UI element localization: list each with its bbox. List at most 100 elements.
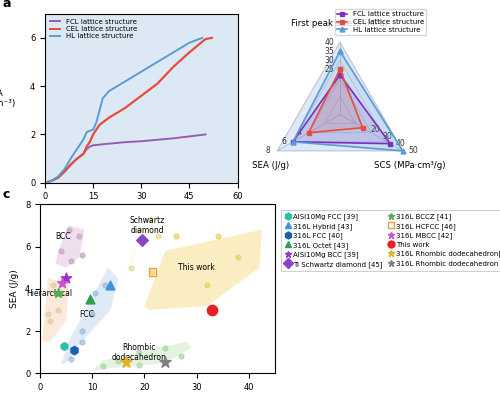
Point [146,216,154,222]
Polygon shape [61,268,118,365]
Line: CEL lattice structure: CEL lattice structure [45,38,212,183]
Point [75,233,83,239]
Point [234,254,242,260]
Point [54,290,62,296]
Point [68,258,76,264]
Legend: AlSi10Mg FCC [39], 316L Hybrid [43], 316L FCC [40], 316L Octet [43], AlSi10Mg BC: AlSi10Mg FCC [39], 316L Hybrid [43], 316… [281,210,500,271]
CEL lattice structure [106,115,112,120]
Line: FCL lattice structure: FCL lattice structure [45,134,205,183]
HL lattice structure [68,156,73,161]
FCL lattice structure [74,156,80,161]
Point [78,252,86,258]
Point [203,281,211,288]
Point [62,275,70,281]
Polygon shape [293,75,390,144]
Point [58,279,66,286]
Point [78,328,86,334]
CEL lattice structure [138,94,144,98]
Point [60,343,68,349]
FCL lattice structure [96,142,102,147]
CEL lattice structure [154,81,160,86]
HL lattice structure [138,69,144,74]
Point [88,311,96,318]
Polygon shape [293,51,403,151]
HL lattice structure [74,147,80,151]
Text: SEA (J/g): SEA (J/g) [252,161,289,170]
HL lattice structure [42,180,48,185]
Point [162,345,170,351]
FCL lattice structure [55,176,61,180]
Text: 8: 8 [266,147,270,155]
Text: This work: This work [178,263,215,272]
HL lattice structure [61,167,67,172]
CEL lattice structure [74,156,80,161]
CEL lattice structure [90,132,96,137]
HL lattice structure [80,137,86,141]
CEL lattice structure [84,144,89,149]
HL lattice structure [96,108,102,113]
Text: 4: 4 [297,128,302,137]
Point [46,318,54,324]
HL lattice structure [199,35,205,40]
HL lattice structure [154,60,160,64]
FCL lattice structure [202,132,208,137]
FCL lattice structure [84,147,89,151]
FCL lattice structure [122,140,128,145]
Text: 6: 6 [281,137,286,146]
Point [154,233,162,239]
CEL lattice structure [96,123,102,127]
FCL lattice structure [106,141,112,146]
Point [57,248,65,254]
Point [70,347,78,353]
Polygon shape [56,226,84,268]
Text: 25: 25 [324,65,334,74]
HL lattice structure [48,178,54,183]
Point [177,353,185,360]
HL lattice structure [87,129,93,133]
Point [86,296,94,303]
Y-axis label: SEA (J/g): SEA (J/g) [10,270,20,308]
Point [148,269,156,275]
Point [78,338,86,345]
HL lattice structure [100,96,106,101]
Text: b: b [233,0,242,2]
Text: Schwartz
diamond: Schwartz diamond [130,216,164,235]
Point [172,233,180,239]
Polygon shape [124,215,160,278]
Text: First peak stress (MPa): First peak stress (MPa) [292,19,388,28]
HL lattice structure [170,50,176,55]
Polygon shape [92,342,192,371]
FCL lattice structure [61,169,67,174]
Point [214,233,222,239]
FCL lattice structure [87,144,93,149]
Point [49,281,57,288]
CEL lattice structure [87,140,93,144]
FCL lattice structure [48,178,54,183]
Point [135,226,143,233]
CEL lattice structure [55,176,61,180]
Text: 30: 30 [324,56,334,65]
Legend: FCL lattice structure, CEL lattice structure, HL lattice structure: FCL lattice structure, CEL lattice struc… [48,17,138,41]
Point [135,349,143,355]
CEL lattice structure [122,106,128,110]
FCL lattice structure [68,162,73,167]
CEL lattice structure [186,50,192,55]
Point [128,264,136,271]
Text: Hierarchical: Hierarchical [26,288,72,298]
Point [68,355,76,362]
FCL lattice structure [42,180,48,185]
Point [64,226,72,233]
FCL lattice structure [138,139,144,143]
Point [57,290,65,296]
CEL lattice structure [80,151,86,156]
HL lattice structure [84,130,89,134]
Point [98,363,106,369]
Line: HL lattice structure: HL lattice structure [45,38,202,183]
FCL lattice structure [170,136,176,141]
Text: 40: 40 [324,38,334,47]
Point [138,237,146,243]
HL lattice structure [94,120,100,125]
Point [91,290,99,296]
CEL lattice structure [42,180,48,185]
CEL lattice structure [170,64,176,69]
